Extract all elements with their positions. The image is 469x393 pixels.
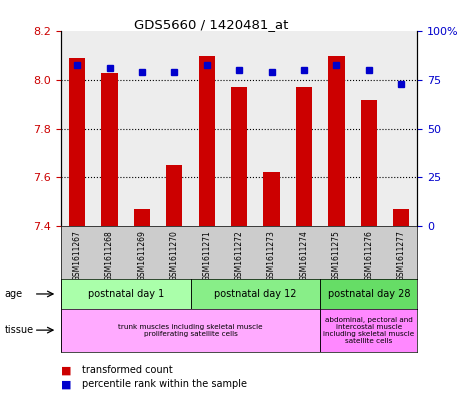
Bar — [61, 31, 93, 226]
Text: GSM1611271: GSM1611271 — [202, 230, 212, 281]
Bar — [101, 73, 118, 226]
Bar — [190, 279, 320, 309]
Bar — [328, 56, 345, 226]
Text: GSM1611277: GSM1611277 — [397, 230, 406, 281]
Text: ■: ■ — [61, 365, 71, 375]
Bar — [288, 31, 320, 226]
Bar — [223, 31, 256, 226]
Bar — [296, 87, 312, 226]
Bar — [69, 58, 85, 226]
Text: percentile rank within the sample: percentile rank within the sample — [82, 379, 247, 389]
Bar — [61, 279, 190, 309]
Bar — [385, 31, 417, 226]
Text: postnatal day 1: postnatal day 1 — [88, 289, 164, 299]
Bar — [353, 31, 385, 226]
Bar — [393, 209, 409, 226]
Bar — [166, 165, 182, 226]
Bar — [158, 31, 190, 226]
Text: GDS5660 / 1420481_at: GDS5660 / 1420481_at — [134, 18, 288, 31]
Bar — [134, 209, 150, 226]
Bar — [61, 309, 320, 352]
Bar — [361, 99, 377, 226]
Bar — [190, 31, 223, 226]
Bar — [320, 31, 353, 226]
Bar — [256, 31, 288, 226]
Text: tissue: tissue — [5, 325, 34, 335]
Text: abdominal, pectoral and
intercostal muscle
including skeletal muscle
satellite c: abdominal, pectoral and intercostal musc… — [323, 317, 415, 343]
Bar — [126, 31, 158, 226]
Text: GSM1611272: GSM1611272 — [234, 230, 244, 281]
Bar — [320, 309, 417, 352]
Text: ■: ■ — [61, 379, 71, 389]
Text: postnatal day 28: postnatal day 28 — [327, 289, 410, 299]
Text: postnatal day 12: postnatal day 12 — [214, 289, 296, 299]
Text: GSM1611267: GSM1611267 — [73, 230, 82, 281]
Text: GSM1611269: GSM1611269 — [137, 230, 146, 281]
Text: GSM1611268: GSM1611268 — [105, 230, 114, 281]
Text: trunk muscles including skeletal muscle
proliferating satellite cells: trunk muscles including skeletal muscle … — [118, 323, 263, 337]
Bar — [320, 279, 417, 309]
Text: GSM1611276: GSM1611276 — [364, 230, 373, 281]
Text: GSM1611275: GSM1611275 — [332, 230, 341, 281]
Text: age: age — [5, 289, 23, 299]
Bar — [199, 56, 215, 226]
Text: GSM1611274: GSM1611274 — [300, 230, 309, 281]
Text: transformed count: transformed count — [82, 365, 173, 375]
Text: GSM1611273: GSM1611273 — [267, 230, 276, 281]
Bar — [231, 87, 247, 226]
Text: GSM1611270: GSM1611270 — [170, 230, 179, 281]
Bar — [264, 173, 280, 226]
Bar — [93, 31, 126, 226]
